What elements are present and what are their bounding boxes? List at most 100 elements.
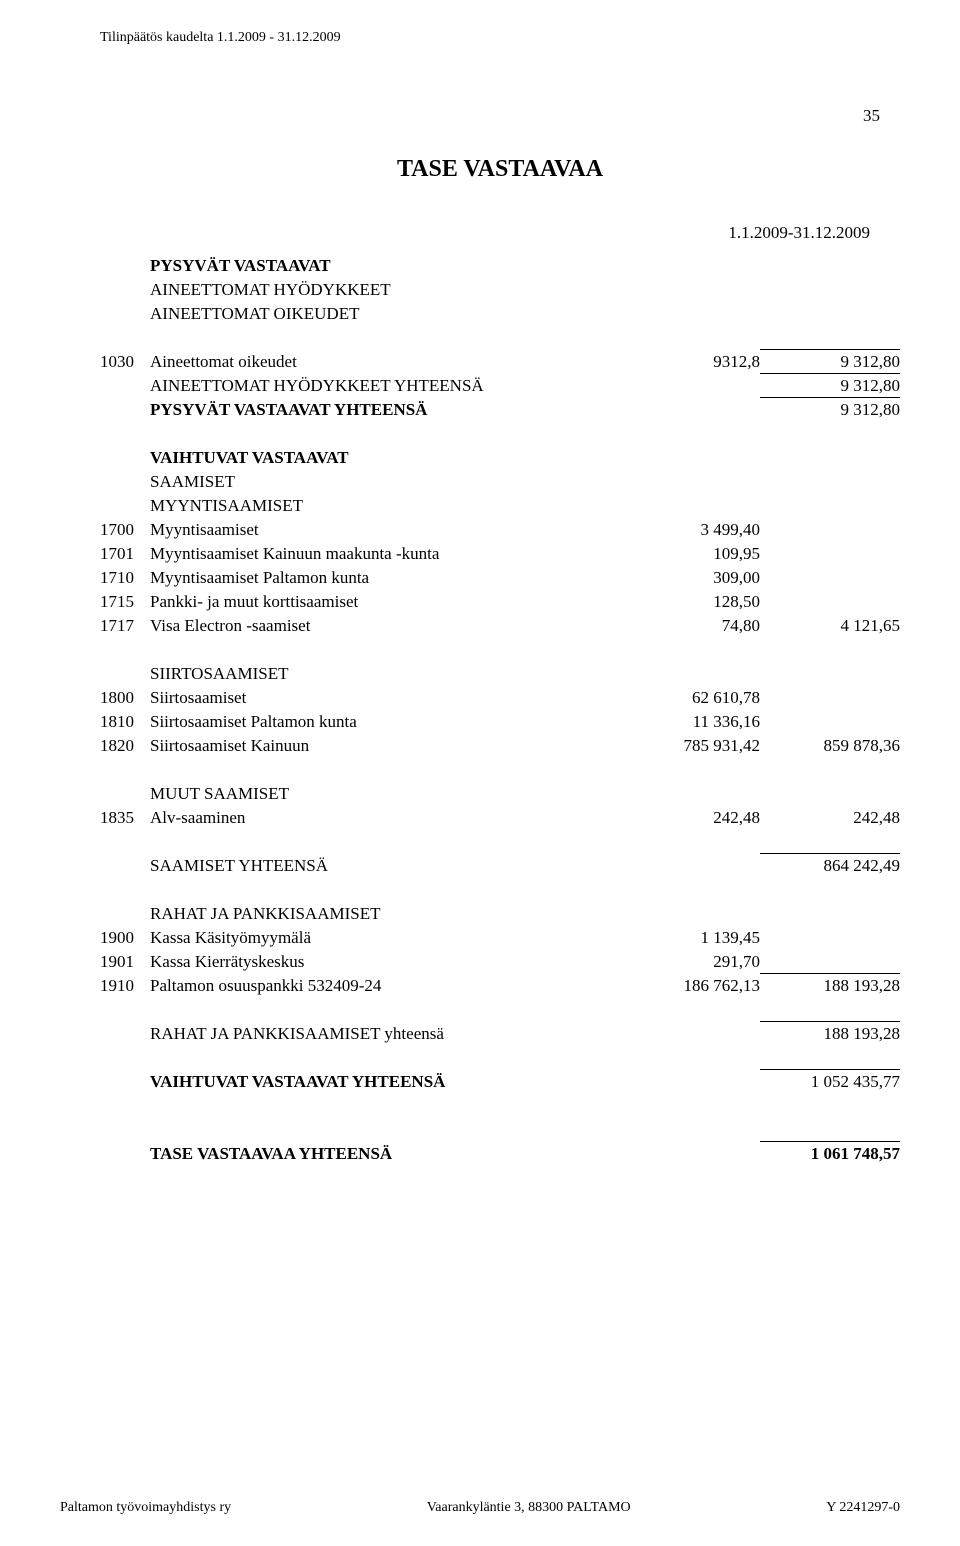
label: SAAMISET YHTEENSÄ bbox=[150, 853, 620, 877]
amount: 1 052 435,77 bbox=[760, 1069, 900, 1093]
data-row: 1900 Kassa Käsityömyymälä 1 139,45 bbox=[100, 925, 900, 949]
label: MYYNTISAAMISET bbox=[150, 493, 620, 517]
amount: 9312,8 bbox=[620, 349, 760, 373]
data-row: 1810 Siirtosaamiset Paltamon kunta 11 33… bbox=[100, 709, 900, 733]
amount: 109,95 bbox=[620, 541, 760, 565]
label: Paltamon osuuspankki 532409-24 bbox=[150, 973, 620, 997]
code: 1910 bbox=[100, 973, 150, 997]
label: Myyntisaamiset bbox=[150, 517, 620, 541]
total-row: SAAMISET YHTEENSÄ 864 242,49 bbox=[100, 853, 900, 877]
data-row: 1701 Myyntisaamiset Kainuun maakunta -ku… bbox=[100, 541, 900, 565]
data-row: 1910 Paltamon osuuspankki 532409-24 186 … bbox=[100, 973, 900, 997]
amount: 188 193,28 bbox=[760, 1021, 900, 1045]
grand-total-row: TASE VASTAAVAA YHTEENSÄ 1 061 748,57 bbox=[100, 1141, 900, 1165]
label: Aineettomat oikeudet bbox=[150, 349, 620, 373]
data-row: 1835 Alv-saaminen 242,48 242,48 bbox=[100, 805, 900, 829]
code: 1900 bbox=[100, 925, 150, 949]
label: TASE VASTAAVAA YHTEENSÄ bbox=[150, 1141, 620, 1165]
label: Kassa Käsityömyymälä bbox=[150, 925, 620, 949]
label: Pankki- ja muut korttisaamiset bbox=[150, 589, 620, 613]
balance-sheet-table: PYSYVÄT VASTAAVAT AINEETTOMAT HYÖDYKKEET… bbox=[100, 253, 900, 1165]
code: 1717 bbox=[100, 613, 150, 637]
label: Siirtosaamiset Paltamon kunta bbox=[150, 709, 620, 733]
amount: 859 878,36 bbox=[760, 733, 900, 757]
footer-right: Y 2241297-0 bbox=[826, 1500, 900, 1516]
data-row: 1700 Myyntisaamiset 3 499,40 bbox=[100, 517, 900, 541]
subsection: MYYNTISAAMISET bbox=[100, 493, 900, 517]
data-row: 1715 Pankki- ja muut korttisaamiset 128,… bbox=[100, 589, 900, 613]
amount: 785 931,42 bbox=[620, 733, 760, 757]
subsection: RAHAT JA PANKKISAAMISET bbox=[100, 901, 900, 925]
label: SIIRTOSAAMISET bbox=[150, 661, 620, 685]
amount: 9 312,80 bbox=[760, 397, 900, 421]
code: 1800 bbox=[100, 685, 150, 709]
amount: 242,48 bbox=[760, 805, 900, 829]
amount: 128,50 bbox=[620, 589, 760, 613]
amount: 291,70 bbox=[620, 949, 760, 973]
amount: 309,00 bbox=[620, 565, 760, 589]
label: SAAMISET bbox=[150, 469, 620, 493]
amount: 3 499,40 bbox=[620, 517, 760, 541]
section-heading: PYSYVÄT VASTAAVAT bbox=[100, 253, 900, 277]
code: 1700 bbox=[100, 517, 150, 541]
amount: 242,48 bbox=[620, 805, 760, 829]
label: Siirtosaamiset Kainuun bbox=[150, 733, 620, 757]
amount: 11 336,16 bbox=[620, 709, 760, 733]
code: 1715 bbox=[100, 589, 150, 613]
label: PYSYVÄT VASTAAVAT bbox=[150, 253, 620, 277]
subsection: MUUT SAAMISET bbox=[100, 781, 900, 805]
label: AINEETTOMAT HYÖDYKKEET bbox=[150, 277, 620, 301]
amount: 864 242,49 bbox=[760, 853, 900, 877]
label: RAHAT JA PANKKISAAMISET yhteensä bbox=[150, 1021, 620, 1045]
label: PYSYVÄT VASTAAVAT YHTEENSÄ bbox=[150, 397, 620, 421]
total-row: RAHAT JA PANKKISAAMISET yhteensä 188 193… bbox=[100, 1021, 900, 1045]
code: 1701 bbox=[100, 541, 150, 565]
code: 1710 bbox=[100, 565, 150, 589]
label: AINEETTOMAT OIKEUDET bbox=[150, 301, 620, 325]
label: Myyntisaamiset Paltamon kunta bbox=[150, 565, 620, 589]
footer-left: Paltamon työvoimayhdistys ry bbox=[60, 1500, 231, 1516]
data-row: 1717 Visa Electron -saamiset 74,80 4 121… bbox=[100, 613, 900, 637]
total-row: PYSYVÄT VASTAAVAT YHTEENSÄ 9 312,80 bbox=[100, 397, 900, 421]
code: 1901 bbox=[100, 949, 150, 973]
amount: 188 193,28 bbox=[760, 973, 900, 997]
label: Alv-saaminen bbox=[150, 805, 620, 829]
page-header: Tilinpäätös kaudelta 1.1.2009 - 31.12.20… bbox=[100, 30, 900, 46]
amount: 1 139,45 bbox=[620, 925, 760, 949]
subsection: AINEETTOMAT OIKEUDET bbox=[100, 301, 900, 325]
label: Siirtosaamiset bbox=[150, 685, 620, 709]
code: 1835 bbox=[100, 805, 150, 829]
total-row: AINEETTOMAT HYÖDYKKEET YHTEENSÄ 9 312,80 bbox=[100, 373, 900, 397]
amount: 186 762,13 bbox=[620, 973, 760, 997]
code: 1820 bbox=[100, 733, 150, 757]
amount: 74,80 bbox=[620, 613, 760, 637]
code: 1810 bbox=[100, 709, 150, 733]
label: Visa Electron -saamiset bbox=[150, 613, 620, 637]
period-date: 1.1.2009-31.12.2009 bbox=[100, 223, 900, 243]
label: AINEETTOMAT HYÖDYKKEET YHTEENSÄ bbox=[150, 373, 620, 397]
label: RAHAT JA PANKKISAAMISET bbox=[150, 901, 620, 925]
subsection: AINEETTOMAT HYÖDYKKEET bbox=[100, 277, 900, 301]
amount: 9 312,80 bbox=[760, 373, 900, 397]
amount: 1 061 748,57 bbox=[760, 1141, 900, 1165]
subsection: SIIRTOSAAMISET bbox=[100, 661, 900, 685]
label: Kassa Kierrätyskeskus bbox=[150, 949, 620, 973]
data-row: 1030 Aineettomat oikeudet 9312,8 9 312,8… bbox=[100, 349, 900, 373]
code: 1030 bbox=[100, 349, 150, 373]
amount: 62 610,78 bbox=[620, 685, 760, 709]
label: VAIHTUVAT VASTAAVAT YHTEENSÄ bbox=[150, 1069, 620, 1093]
page-number: 35 bbox=[100, 106, 900, 126]
footer-center: Vaarankyläntie 3, 88300 PALTAMO bbox=[427, 1500, 631, 1516]
subsection: SAAMISET bbox=[100, 469, 900, 493]
amount: 9 312,80 bbox=[760, 349, 900, 373]
amount: 4 121,65 bbox=[760, 613, 900, 637]
section-heading: VAIHTUVAT VASTAAVAT bbox=[100, 445, 900, 469]
total-row: VAIHTUVAT VASTAAVAT YHTEENSÄ 1 052 435,7… bbox=[100, 1069, 900, 1093]
data-row: 1901 Kassa Kierrätyskeskus 291,70 bbox=[100, 949, 900, 973]
label: Myyntisaamiset Kainuun maakunta -kunta bbox=[150, 541, 620, 565]
label: MUUT SAAMISET bbox=[150, 781, 620, 805]
data-row: 1820 Siirtosaamiset Kainuun 785 931,42 8… bbox=[100, 733, 900, 757]
data-row: 1800 Siirtosaamiset 62 610,78 bbox=[100, 685, 900, 709]
label: VAIHTUVAT VASTAAVAT bbox=[150, 445, 620, 469]
document-title: TASE VASTAAVAA bbox=[100, 156, 900, 183]
